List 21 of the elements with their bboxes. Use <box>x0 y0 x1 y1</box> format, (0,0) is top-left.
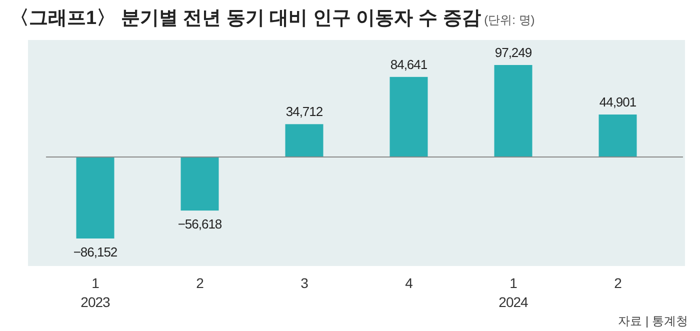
bar <box>285 124 324 157</box>
x-tick-label: 3 <box>300 275 309 291</box>
bar <box>76 157 114 238</box>
bar <box>180 157 219 211</box>
bar <box>598 114 637 157</box>
chart-title: 〈그래프1〉 분기별 전년 동기 대비 인구 이동자 수 증감 <box>10 8 481 29</box>
data-label: −56,618 <box>178 216 222 232</box>
x-tick-label: 1 2023 <box>80 275 111 310</box>
data-label: 84,641 <box>390 56 428 72</box>
data-label: 44,901 <box>599 94 636 110</box>
data-label: −86,152 <box>73 244 118 260</box>
x-tick-label: 4 <box>405 275 414 291</box>
x-tick-label: 2 <box>614 275 622 291</box>
bar <box>494 65 532 157</box>
chart-subtitle: (단위: 명) <box>480 13 535 27</box>
data-label: 97,249 <box>494 45 532 60</box>
bar <box>390 76 428 157</box>
text: 자료 | 통계청 <box>618 314 688 328</box>
x-tick-label: 2 <box>196 275 204 291</box>
x-tick-label: 1 2024 <box>498 275 529 310</box>
data-label: 34,712 <box>286 104 323 120</box>
